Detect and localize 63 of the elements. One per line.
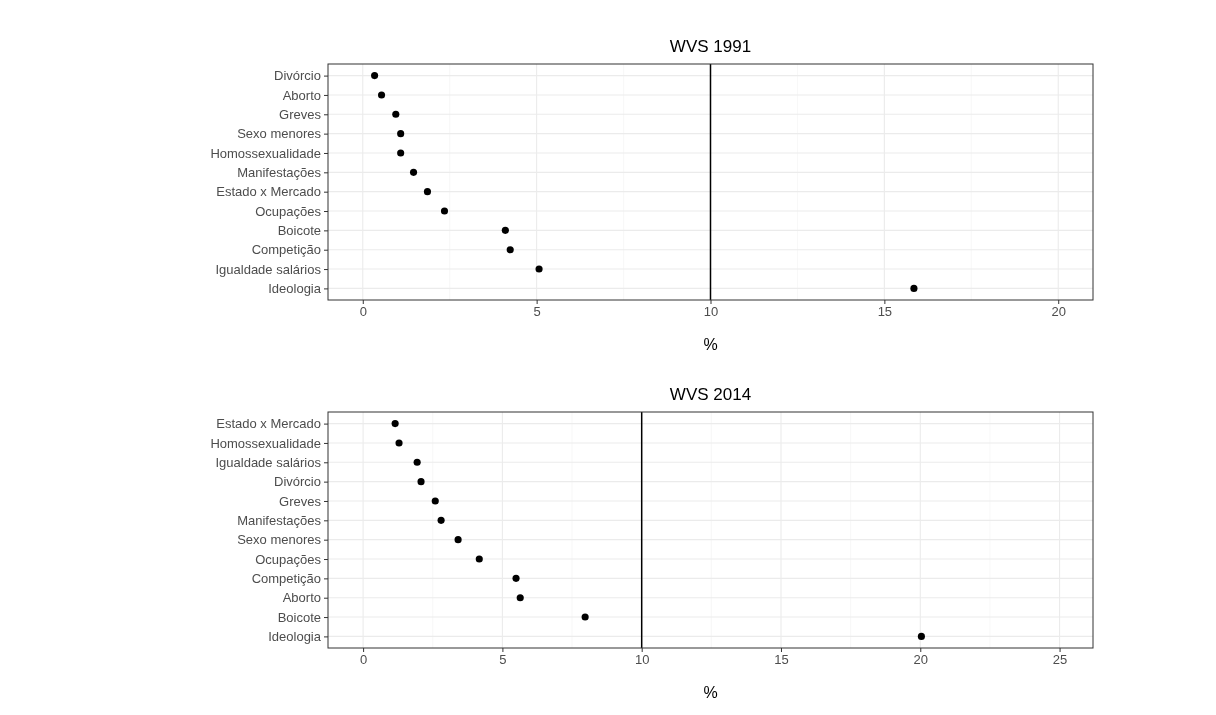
y-tick-label: Divórcio <box>274 68 321 84</box>
point <box>475 555 483 563</box>
chart-title: WVS 2014 <box>669 385 752 404</box>
y-tick-label: Competição <box>251 242 321 258</box>
point <box>535 265 543 273</box>
y-tick-label: Estado x Mercado <box>216 416 321 432</box>
x-tick-label: 5 <box>533 304 541 320</box>
y-tick-label: Ideologia <box>268 629 322 645</box>
y-tick-label: Ideologia <box>268 281 322 297</box>
y-tick-label: Estado x Mercado <box>216 184 321 200</box>
x-tick-label: 20 <box>913 652 929 668</box>
y-tick-label: Aborto <box>282 590 321 606</box>
point <box>454 536 462 544</box>
y-tick-label: Divórcio <box>274 474 321 490</box>
point <box>506 246 514 254</box>
y-tick-label: Homossexualidade <box>210 435 321 451</box>
x-tick-label: 15 <box>774 652 789 668</box>
x-tick-label: 10 <box>703 304 719 320</box>
y-tick-label: Ocupações <box>255 551 322 567</box>
point <box>391 420 399 428</box>
x-tick-label: 0 <box>359 652 368 668</box>
y-tick-label: Sexo menores <box>237 532 322 548</box>
x-tick-label: 10 <box>634 652 650 668</box>
point <box>392 110 400 118</box>
y-tick-label: Manifestações <box>237 164 322 180</box>
point <box>423 188 432 196</box>
x-tick-label: 15 <box>877 304 893 320</box>
x-tick-label: 5 <box>499 652 507 668</box>
point <box>516 594 524 602</box>
point <box>512 574 520 582</box>
point <box>397 149 405 157</box>
point <box>910 284 918 292</box>
point <box>440 207 449 215</box>
point <box>371 72 379 80</box>
x-tick-label: 0 <box>359 304 367 320</box>
y-tick-label: Igualdade salários <box>215 454 322 470</box>
point <box>395 439 403 447</box>
y-tick-label: Boicote <box>277 223 321 239</box>
x-axis-title: % <box>703 684 718 701</box>
point <box>377 91 386 99</box>
point <box>409 168 418 176</box>
point <box>417 478 425 486</box>
y-tick-label: Homossexualidade <box>210 145 321 161</box>
y-tick-label: Sexo menores <box>237 126 322 142</box>
x-axis-title: % <box>703 336 718 353</box>
point <box>413 458 421 466</box>
point <box>501 226 509 234</box>
y-tick-label: Boicote <box>277 609 321 625</box>
y-tick-label: Greves <box>279 493 322 509</box>
point <box>397 130 405 138</box>
point <box>917 632 925 640</box>
y-tick-label: Greves <box>279 106 322 122</box>
point <box>431 497 439 505</box>
y-tick-label: Aborto <box>282 87 321 103</box>
point <box>437 516 445 524</box>
y-tick-label: Manifestações <box>237 512 322 528</box>
point <box>581 613 589 621</box>
y-tick-label: Competição <box>251 571 321 587</box>
x-tick-label: 20 <box>1051 304 1066 320</box>
y-tick-label: Igualdade salários <box>215 261 322 277</box>
y-tick-label: Ocupações <box>255 203 322 219</box>
chart-title: WVS 1991 <box>669 37 752 56</box>
x-tick-label: 25 <box>1052 652 1068 668</box>
